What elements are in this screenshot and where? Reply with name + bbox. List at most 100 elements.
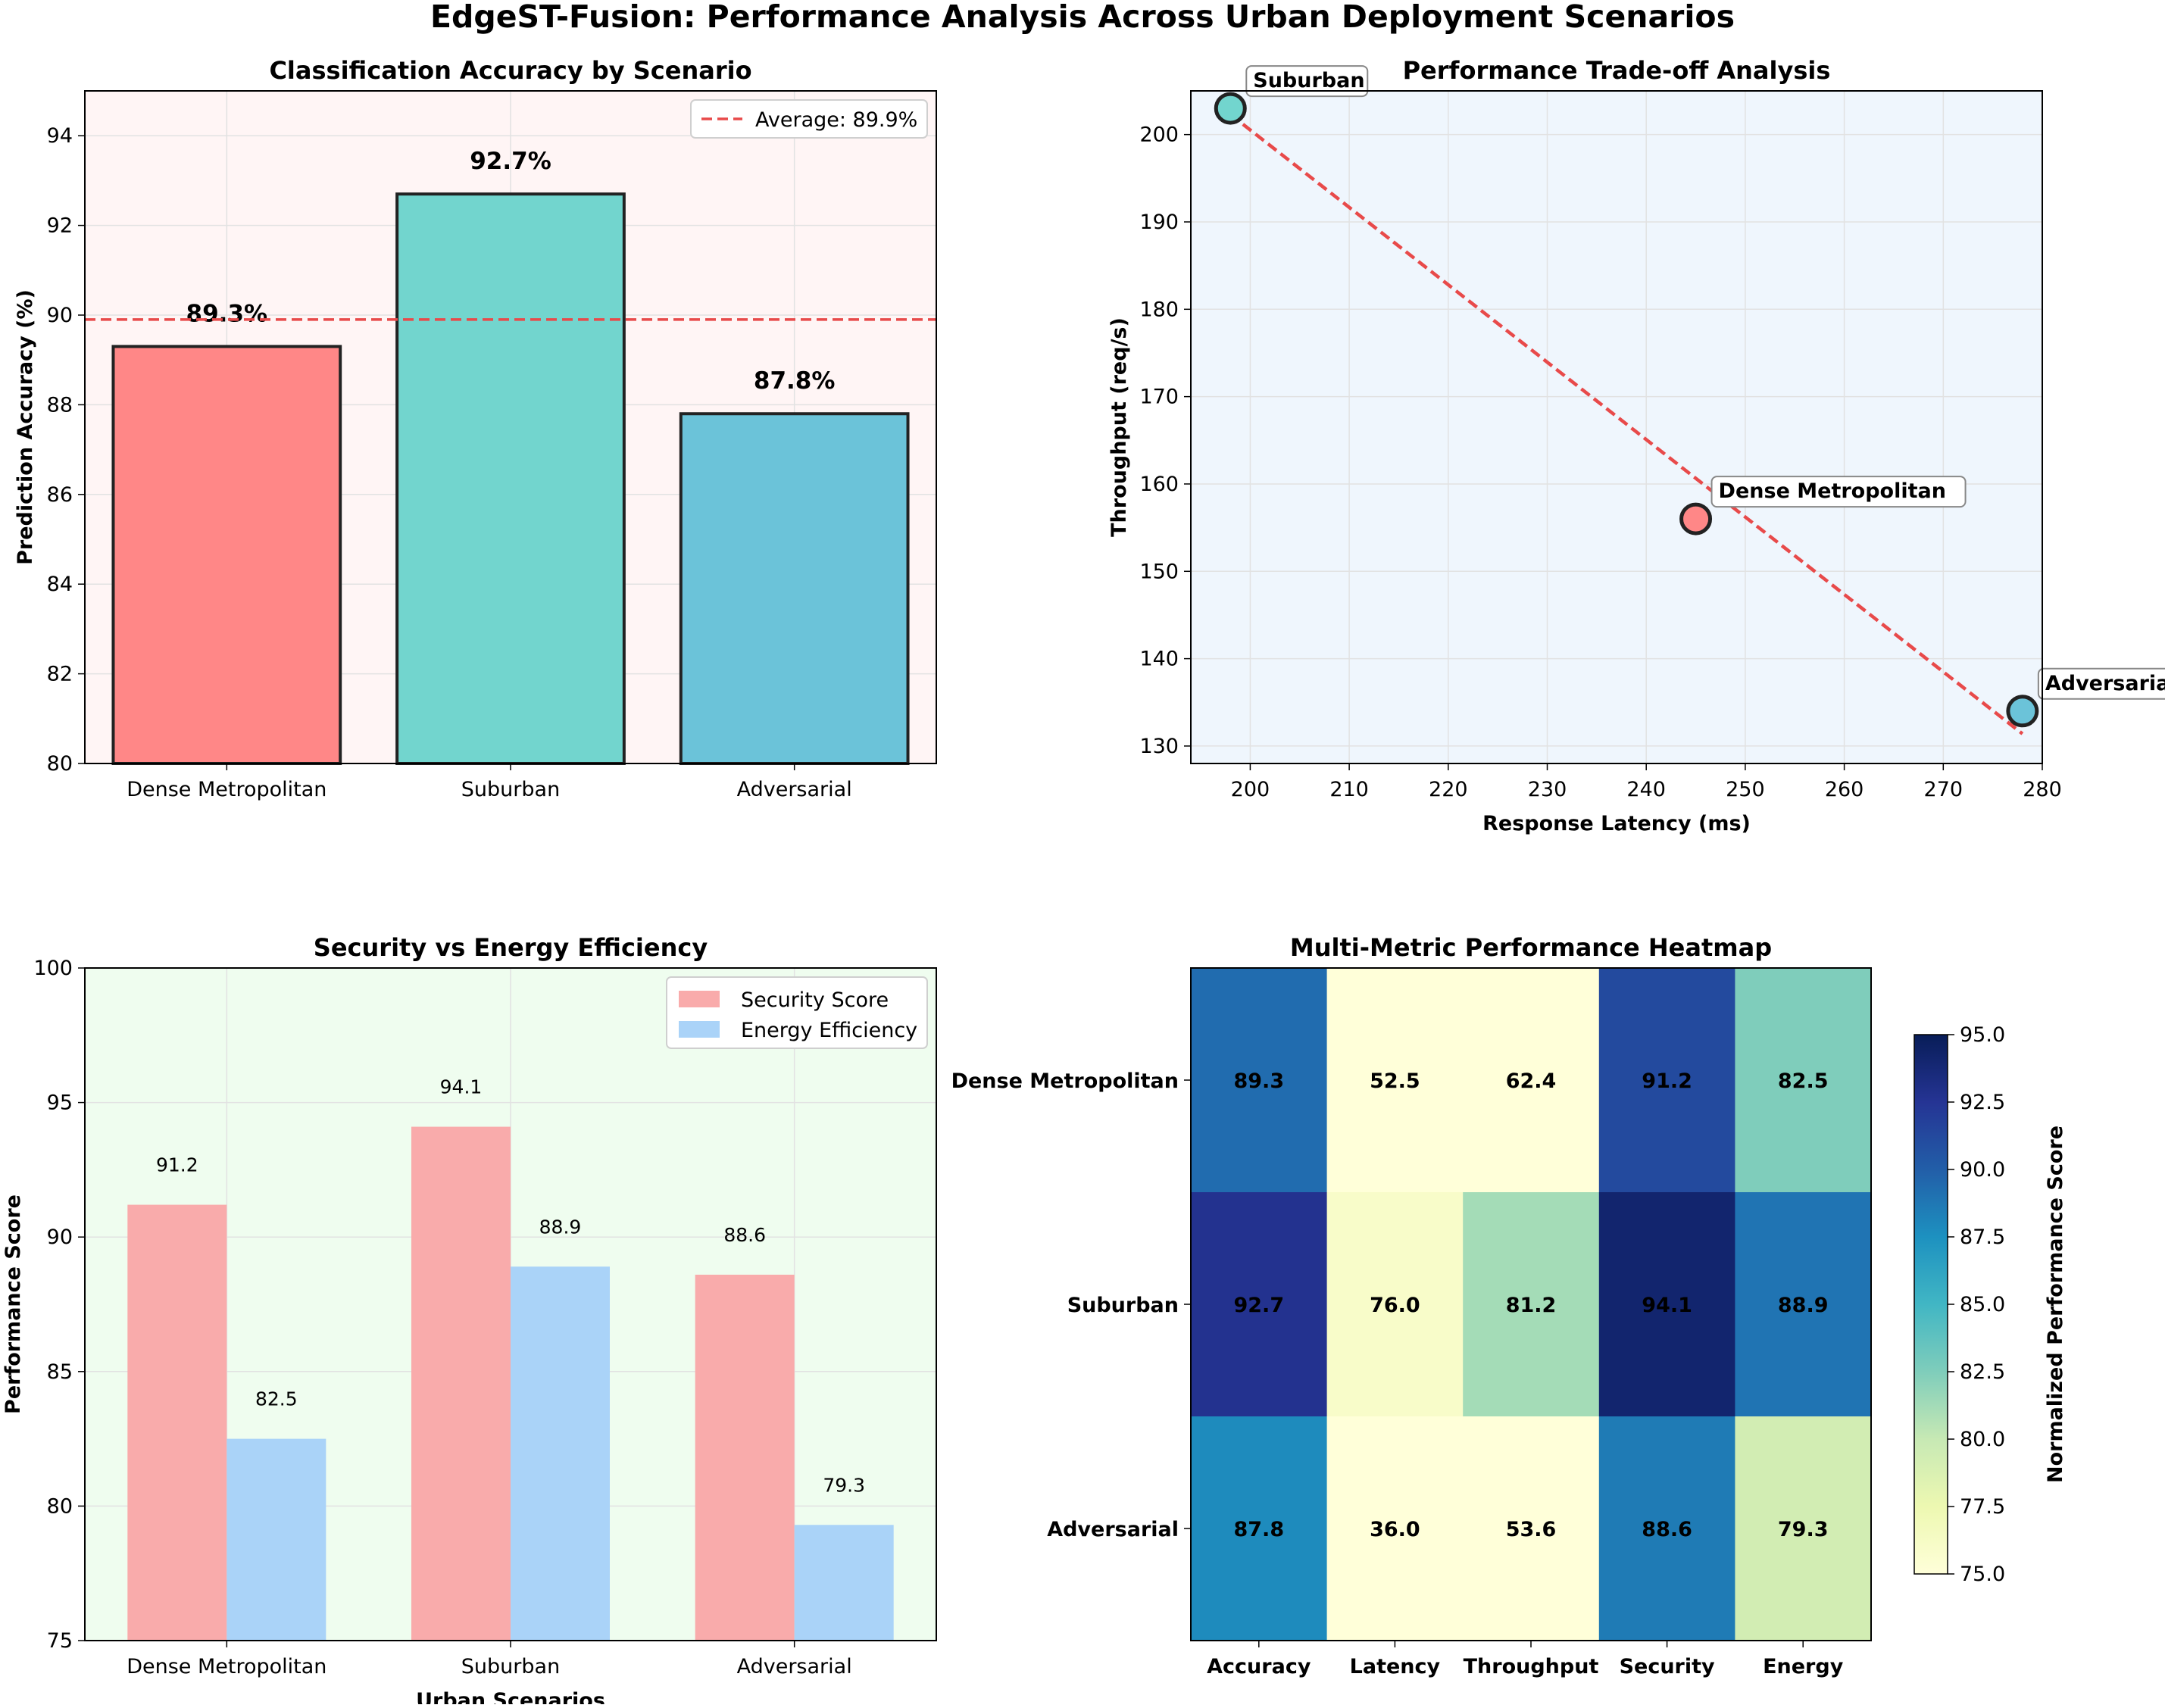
heatmap-cell-label: 82.5 <box>1778 1069 1829 1093</box>
bar-value-label: 87.8% <box>754 367 836 395</box>
chart-title: Classification Accuracy by Scenario <box>269 56 751 85</box>
column-label: Throughput <box>1464 1655 1599 1678</box>
bar-value-label: 79.3 <box>823 1474 865 1496</box>
bar-value-label: 91.2 <box>156 1154 198 1176</box>
colorbar-tick-label: 95.0 <box>1960 1023 2005 1047</box>
x-tick-label: Suburban <box>461 1655 560 1678</box>
bar <box>395 192 626 766</box>
y-tick-label: 180 <box>1139 298 1179 321</box>
chart-title: Multi-Metric Performance Heatmap <box>1290 933 1772 962</box>
x-tick-label: Adversarial <box>737 778 852 801</box>
bar-value-label: 82.5 <box>255 1388 298 1410</box>
bar-value-label: 94.1 <box>440 1076 483 1098</box>
colorbar-tick-label: 87.5 <box>1960 1226 2005 1249</box>
y-tick-label: 75 <box>47 1629 73 1653</box>
row-label: Adversarial <box>1047 1518 1179 1541</box>
chart-title: Performance Trade-off Analysis <box>1403 56 1831 85</box>
legend-swatch <box>679 991 720 1007</box>
y-tick-label: 85 <box>47 1360 73 1384</box>
y-axis-label: Prediction Accuracy (%) <box>14 289 37 565</box>
y-tick-label: 130 <box>1139 735 1179 758</box>
bar-value-label: 89.3% <box>186 300 268 327</box>
heatmap-cell-label: 53.6 <box>1506 1518 1557 1541</box>
heatmap-cell-label: 88.9 <box>1778 1294 1829 1317</box>
column-label: Energy <box>1763 1655 1844 1678</box>
x-tick-label: Dense Metropolitan <box>127 778 326 801</box>
x-tick-label: 230 <box>1528 778 1567 801</box>
bar <box>111 345 342 765</box>
heatmap-cell-label: 94.1 <box>1642 1294 1692 1317</box>
heatmap-chart: 89.3 52.5 62.4 91.2 82.5 92.7 76.0 81.2 94.1 88.9… <box>951 933 2067 1678</box>
legend <box>690 99 928 139</box>
trend-line <box>1229 113 2024 735</box>
heatmap-cell <box>1735 1416 1872 1641</box>
y-tick-label: 86 <box>47 483 73 507</box>
bar-value-label: 92.7% <box>470 148 551 175</box>
legend-label: Security Score <box>741 988 889 1012</box>
heatmap-cell-label: 76.0 <box>1370 1294 1420 1317</box>
x-tick-label: 260 <box>1825 778 1864 801</box>
point-label-box <box>2037 667 2165 700</box>
x-axis-label: Response Latency (ms) <box>1482 812 1751 835</box>
y-tick-label: 95 <box>47 1091 73 1115</box>
heatmap-cell <box>1735 1192 1872 1417</box>
y-tick-label: 190 <box>1139 211 1179 234</box>
heatmap-cell <box>1326 968 1464 1193</box>
bar-value-label: 88.6 <box>723 1224 766 1246</box>
heatmap-cell <box>1191 968 1328 1193</box>
figure-title: EdgeST-Fusion: Performance Analysis Acro… <box>430 0 1735 35</box>
scatter-point <box>1679 502 1713 536</box>
scatter-point <box>1214 92 1247 125</box>
colorbar-tick-label: 77.5 <box>1960 1495 2005 1519</box>
plot-frame <box>84 90 937 764</box>
heatmap-cell-label: 81.2 <box>1506 1294 1557 1317</box>
column-label: Accuracy <box>1207 1655 1311 1678</box>
colorbar <box>1914 1034 1948 1575</box>
security-energy-chart: 75 80 85 90 95 100 91.2 94.1 88.6 82.5 88.9 79.3 Den… <box>2 933 937 1708</box>
x-tick-label: 200 <box>1231 778 1270 801</box>
plot-frame <box>1190 90 2043 764</box>
energy-bar <box>511 1266 610 1641</box>
y-tick-label: 90 <box>47 1226 73 1249</box>
y-tick-label: 82 <box>47 663 73 686</box>
energy-bar <box>794 1525 894 1641</box>
column-label: Security <box>1620 1655 1715 1678</box>
heatmap-cell <box>1598 1416 1735 1641</box>
x-tick-label: 280 <box>2023 778 2062 801</box>
x-tick-label: Adversarial <box>737 1655 852 1678</box>
heatmap-cell <box>1463 1416 1600 1641</box>
heatmap-cell-label: 87.8 <box>1233 1518 1284 1541</box>
x-axis-label: Urban Scenarios <box>416 1689 605 1704</box>
heatmap-cell-label: 89.3 <box>1233 1069 1284 1093</box>
accuracy-chart: 80 82 84 86 88 90 92 94 89.3% Dense Metropolitan 9… <box>14 56 937 801</box>
legend-swatch <box>679 1021 720 1038</box>
y-tick-label: 90 <box>47 304 73 327</box>
y-tick-label: 92 <box>47 214 73 238</box>
y-tick-label: 94 <box>47 124 73 148</box>
y-tick-label: 150 <box>1139 560 1179 583</box>
heatmap-cell <box>1191 1416 1328 1641</box>
row-label: Dense Metropolitan <box>951 1069 1179 1093</box>
point-label: Adversarial <box>2045 672 2165 695</box>
y-tick-label: 100 <box>33 957 73 980</box>
tradeoff-chart: 200 210 220 230 240 250 260 270 280 130 140 150 160 1… <box>1107 56 2165 835</box>
y-tick-label: 80 <box>47 1494 73 1518</box>
x-tick-label: Dense Metropolitan <box>127 1655 326 1678</box>
heatmap-cell <box>1463 1192 1600 1417</box>
y-tick-label: 84 <box>47 573 73 596</box>
heatmap-cell <box>1735 968 1872 1193</box>
heatmap-cell <box>1598 968 1735 1193</box>
point-label: Suburban <box>1253 69 1364 92</box>
y-tick-label: 170 <box>1139 386 1179 409</box>
colorbar-tick-label: 82.5 <box>1960 1360 2005 1384</box>
security-bar <box>411 1126 511 1641</box>
heatmap-cell-label: 88.6 <box>1642 1518 1692 1541</box>
y-tick-label: 140 <box>1139 648 1179 671</box>
point-label-box <box>1710 476 1967 508</box>
legend-label-average: Average: 89.9% <box>755 108 917 132</box>
security-bar <box>127 1204 227 1641</box>
heatmap-cell-label: 92.7 <box>1233 1294 1284 1317</box>
bar <box>679 412 910 765</box>
heatmap-cell <box>1463 968 1600 1193</box>
